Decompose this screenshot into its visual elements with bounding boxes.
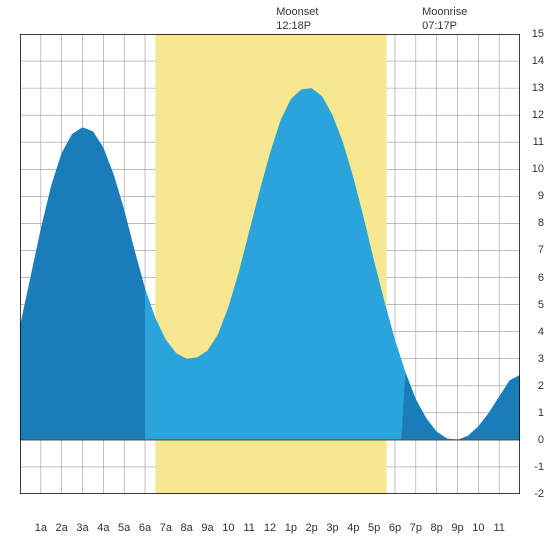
y-tick-label: 10 <box>532 163 544 175</box>
y-tick-label: 7 <box>538 244 544 256</box>
x-tick-label: 7p <box>410 522 422 534</box>
astro-label-title: Moonrise <box>422 5 467 19</box>
x-tick-label: 12 <box>264 522 276 534</box>
x-tick-label: 1a <box>35 522 47 534</box>
y-tick-label: 13 <box>532 82 544 94</box>
x-tick-label: 7a <box>160 522 172 534</box>
x-tick-label: 5p <box>368 522 380 534</box>
y-tick-label: 2 <box>538 380 544 392</box>
tide-night-right <box>401 372 520 440</box>
astro-label: Moonset12:18P <box>276 5 318 34</box>
x-tick-label: 2p <box>306 522 318 534</box>
x-tick-label: 3a <box>76 522 88 534</box>
x-tick-label: 11 <box>493 522 504 534</box>
y-tick-label: 1 <box>538 407 544 419</box>
chart-svg <box>20 34 520 494</box>
x-tick-label: 4a <box>97 522 109 534</box>
y-tick-label: 11 <box>533 136 544 148</box>
y-tick-label: 12 <box>532 109 544 121</box>
x-tick-label: 6a <box>139 522 151 534</box>
y-tick-label: -1 <box>534 461 544 473</box>
y-tick-label: 4 <box>538 326 544 338</box>
x-tick-label: 10 <box>222 522 234 534</box>
x-tick-label: 8a <box>181 522 193 534</box>
x-tick-label: 3p <box>326 522 338 534</box>
x-tick-label: 8p <box>431 522 443 534</box>
y-tick-label: 6 <box>538 272 544 284</box>
x-tick-label: 9p <box>451 522 463 534</box>
y-tick-label: 14 <box>532 55 544 67</box>
astro-label: Moonrise07:17P <box>422 5 467 34</box>
chart-plot <box>20 34 520 494</box>
y-tick-label: 15 <box>532 28 544 40</box>
astro-label-title: Moonset <box>276 5 318 19</box>
y-tick-label: 0 <box>538 434 544 446</box>
astro-label-time: 07:17P <box>422 19 467 33</box>
x-tick-label: 4p <box>347 522 359 534</box>
y-tick-label: -2 <box>534 488 544 500</box>
tide-night-left <box>20 127 145 440</box>
x-tick-label: 11 <box>243 522 254 534</box>
astro-label-time: 12:18P <box>276 19 318 33</box>
x-tick-label: 1p <box>285 522 297 534</box>
tide-chart-container: Moonset12:18PMoonrise07:17P -2-101234567… <box>0 0 550 550</box>
x-axis: 1a 2a 3a 4a 5a 6a 7a 8a 9a 10 11 12 1p 2p 3p 4p 5p 6p 7p 8p… <box>20 522 520 542</box>
y-tick-label: 3 <box>538 353 544 365</box>
y-tick-label: 5 <box>538 299 544 311</box>
y-tick-label: 9 <box>538 190 544 202</box>
x-tick-label: 10 <box>472 522 484 534</box>
x-tick-label: 2a <box>56 522 68 534</box>
x-tick-label: 9a <box>201 522 213 534</box>
x-tick-label: 5a <box>118 522 130 534</box>
x-tick-label: 6p <box>389 522 401 534</box>
y-tick-label: 8 <box>538 217 544 229</box>
